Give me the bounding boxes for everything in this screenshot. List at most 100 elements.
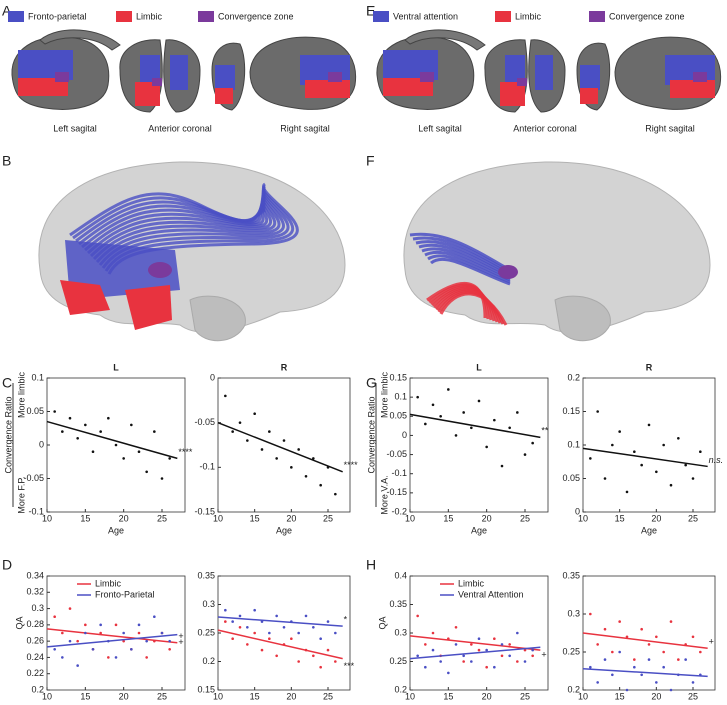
point: [68, 607, 72, 610]
point: [160, 631, 164, 635]
y-tick-label: 0.3: [202, 599, 215, 609]
legend-swatch: [495, 11, 511, 22]
point: [145, 470, 148, 474]
point: [275, 654, 278, 658]
point: [633, 665, 636, 669]
x-tick-label: 25: [520, 513, 530, 523]
y-tick-label: 0.26: [26, 636, 44, 646]
point: [454, 626, 458, 629]
y-tick-label: 0.32: [26, 587, 44, 597]
point: [246, 439, 249, 442]
brain-outline: [403, 161, 711, 333]
legend-swatch: [116, 11, 132, 22]
point: [84, 623, 87, 627]
point: [523, 660, 527, 663]
point: [238, 421, 242, 424]
point: [611, 443, 614, 447]
region: [170, 55, 188, 90]
point: [669, 483, 673, 487]
x-axis-label: Age: [641, 703, 657, 705]
significance: +: [541, 650, 546, 660]
point: [246, 626, 249, 629]
region: [215, 88, 233, 104]
point: [334, 631, 337, 635]
point: [431, 648, 435, 652]
point: [655, 470, 658, 474]
fiber: [98, 188, 285, 266]
x-tick-label: 20: [651, 691, 661, 701]
point: [282, 439, 286, 442]
point: [589, 457, 592, 460]
point: [61, 631, 64, 635]
point: [493, 418, 496, 422]
fit-line: [217, 421, 343, 473]
y-tick-label: -0.1: [391, 468, 407, 478]
region: [517, 78, 527, 86]
fiber: [427, 254, 511, 284]
x-tick-label: 15: [80, 513, 90, 523]
point: [268, 637, 271, 640]
y-tick-label: 0.2: [202, 656, 215, 666]
point: [145, 656, 148, 659]
point: [669, 688, 673, 692]
point: [130, 423, 133, 427]
point: [153, 615, 156, 619]
x-tick-label: 15: [615, 513, 625, 523]
point: [596, 410, 599, 413]
point: [462, 654, 465, 658]
y-tick-label: 0.2: [31, 684, 44, 694]
point: [53, 647, 56, 651]
point: [168, 639, 171, 643]
fiber: [78, 202, 266, 246]
point: [282, 626, 286, 629]
x-tick-label: 25: [688, 691, 698, 701]
x-tick-label: 20: [119, 513, 129, 523]
point: [647, 643, 651, 646]
point: [531, 441, 534, 445]
arrow-label: More limbic: [16, 372, 26, 419]
x-tick-label: 10: [213, 691, 223, 701]
point: [485, 445, 488, 449]
x-tick-label: 20: [286, 513, 296, 523]
y-tick-label: 0.4: [394, 570, 407, 580]
x-tick-label: 20: [119, 691, 129, 701]
panel-label: A: [2, 3, 12, 19]
y-tick-label: 0.25: [562, 646, 580, 656]
arrow-label: More F.P.: [16, 476, 26, 513]
y-tick-label: 0.15: [197, 684, 215, 694]
x-tick-label: 20: [482, 691, 492, 701]
point: [107, 656, 110, 659]
y-tick-label: 0.35: [389, 599, 407, 609]
brain-3d: [38, 161, 346, 342]
legend-label: Limbic: [458, 578, 485, 588]
fit-line: [217, 616, 343, 627]
fiber: [86, 196, 269, 255]
view-label: Left sagital: [53, 123, 97, 133]
point: [669, 620, 673, 623]
y-tick-label: -0.1: [199, 462, 215, 472]
fiber: [430, 257, 511, 286]
point: [500, 654, 504, 658]
point: [246, 643, 249, 646]
point: [454, 643, 458, 646]
y-tick-label: 0.2: [567, 684, 580, 694]
point: [68, 639, 72, 643]
point: [603, 658, 607, 661]
point: [61, 656, 64, 659]
fit-line: [409, 413, 541, 439]
point: [114, 443, 118, 447]
panel-label: C: [2, 375, 12, 391]
y-tick-label: 0.3: [567, 608, 580, 618]
region: [55, 72, 69, 82]
y-tick-label: -0.05: [23, 473, 44, 483]
panel-label: G: [366, 375, 377, 391]
point: [655, 681, 658, 684]
legend-label: Limbic: [515, 11, 542, 21]
y-tick-label: 0.22: [26, 668, 44, 678]
y-tick-label: 0: [210, 372, 215, 382]
fit-line: [46, 420, 178, 460]
legend-label: Convergence zone: [218, 11, 294, 21]
fit-line: [409, 635, 541, 651]
point: [53, 615, 56, 619]
